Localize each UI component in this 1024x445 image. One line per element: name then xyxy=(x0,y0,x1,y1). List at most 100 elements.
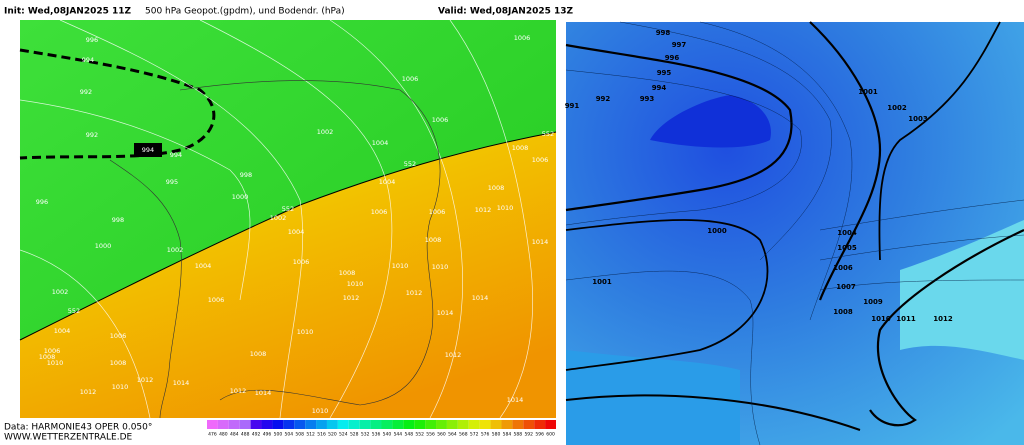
colorbar-cell xyxy=(326,420,338,429)
isobar-label: 552 xyxy=(282,205,294,213)
isobar-label: 1010 xyxy=(312,407,329,415)
isobar-label: 1012 xyxy=(230,387,247,395)
isobar-label: 1014 xyxy=(255,389,272,397)
isobar-label: 998 xyxy=(112,216,124,224)
left-labels: 996 994 992 992 994 994 995 996 998 998 1000 1000 10… xyxy=(36,34,554,415)
warm-region xyxy=(20,132,556,418)
isobar-label: 1008 xyxy=(39,353,56,361)
isobar-label: 1006 xyxy=(833,264,853,272)
colorbar-label: 572 xyxy=(470,432,479,438)
isobar-label: 1004 xyxy=(288,228,305,236)
colorbar-label: 500 xyxy=(274,432,283,438)
isobar-label: 1002 xyxy=(317,128,334,136)
colorbar: 476 480 484 488 492 496 500 504 508 512 516 520 524 5… xyxy=(207,420,556,438)
isobar-label: 1006 xyxy=(432,116,449,124)
isobar-label: 1008 xyxy=(250,350,267,358)
isobar-label: 1006 xyxy=(371,208,388,216)
colorbar-cell xyxy=(283,420,295,429)
colorbar-cell xyxy=(337,420,349,429)
colorbar-label: 548 xyxy=(404,432,413,438)
colorbar-cell xyxy=(468,420,480,429)
colorbar-label: 488 xyxy=(241,432,250,438)
isobar-label: 1002 xyxy=(52,288,69,296)
isobar-label: 1010 xyxy=(47,359,64,367)
isobar-label: 994 xyxy=(170,151,182,159)
colorbar-label: 528 xyxy=(350,432,359,438)
isobar-label: 552 xyxy=(68,307,80,315)
header-bar xyxy=(0,0,562,20)
isobar-label: 1012 xyxy=(137,376,154,384)
colorbar-label: 536 xyxy=(372,432,381,438)
colorbar-label: 516 xyxy=(317,432,326,438)
isobar-label: 993 xyxy=(640,95,655,103)
isobar-label: 552 xyxy=(542,130,554,138)
left-map xyxy=(19,19,557,419)
colorbar-cell xyxy=(512,420,524,429)
colorbar-cell xyxy=(316,420,327,429)
isobar-label: 1010 xyxy=(871,315,891,323)
colorbar-label: 596 xyxy=(535,432,544,438)
colorbar-label: 520 xyxy=(328,432,337,438)
colorbar-cell xyxy=(261,420,273,429)
isobar-label: 1006 xyxy=(532,156,549,164)
isobar-label: 1006 xyxy=(429,208,446,216)
552-contour xyxy=(19,131,557,341)
isobar-label: 1001 xyxy=(592,278,612,286)
colorbar-label: 584 xyxy=(503,432,512,438)
colorbar-label: 592 xyxy=(524,432,533,438)
isobars xyxy=(565,21,1024,431)
isobar-label: 1014 xyxy=(532,238,549,246)
colorbar-label: 496 xyxy=(263,432,272,438)
isobar-label: 1008 xyxy=(110,359,127,367)
isobar-label: 1010 xyxy=(347,280,364,288)
colorbar-cell xyxy=(381,420,393,429)
isobar-label: 992 xyxy=(596,95,611,103)
isobar-label: 1007 xyxy=(836,283,856,291)
colorbar-label: 588 xyxy=(514,432,523,438)
colorbar-cell xyxy=(479,420,491,429)
isobar-label: 991 xyxy=(565,102,580,110)
isobar-label: 998 xyxy=(656,29,671,37)
isobar-label: 1012 xyxy=(80,388,97,396)
colorbar-label: 556 xyxy=(426,432,435,438)
isobar-label: 1014 xyxy=(437,309,454,317)
colorbar-label: 560 xyxy=(437,432,446,438)
colorbar-cell xyxy=(370,420,382,429)
isobar-label: 1009 xyxy=(863,298,883,306)
isobar-label: 1014 xyxy=(507,396,524,404)
colorbar-cell xyxy=(250,420,262,429)
colorbar-cell xyxy=(457,420,469,429)
colorbar-label: 552 xyxy=(415,432,424,438)
colorbar-cell xyxy=(545,420,556,429)
colorbar-label: 564 xyxy=(448,432,457,438)
data-source: Data: HARMONIE43 OPER 0.050° xyxy=(4,423,152,433)
colorbar-cell xyxy=(228,420,240,429)
isobar-label: 1010 xyxy=(432,263,449,271)
colorbar-label: 576 xyxy=(481,432,490,438)
colorbar-cell xyxy=(359,420,371,429)
isobar-label: 1010 xyxy=(297,328,314,336)
colorbar-label: 580 xyxy=(492,432,501,438)
colorbar-cell xyxy=(523,420,535,429)
colorbar-cell xyxy=(501,420,513,429)
isobar-label: 1001 xyxy=(858,88,878,96)
isobar-label: 1010 xyxy=(497,204,514,212)
isobar-label: 1004 xyxy=(54,327,71,335)
isobar-label: 1006 xyxy=(208,296,225,304)
colorbar-cell xyxy=(207,420,218,429)
colorbar-cell xyxy=(425,420,437,429)
map-title: 500 hPa Geopot.(gpdm), und Bodendr. (hPa… xyxy=(145,7,345,17)
isobar-label: 1005 xyxy=(837,244,857,252)
isobar-label: 997 xyxy=(672,41,687,49)
colorbar-label: 540 xyxy=(383,432,392,438)
init-time: Init: Wed,08JAN2025 11Z xyxy=(4,7,132,17)
isobar-label: 1008 xyxy=(833,308,853,316)
colorbar-label: 492 xyxy=(252,432,261,438)
isobar-label: 552 xyxy=(404,160,416,168)
thin-isobars xyxy=(565,21,1024,445)
isobar-label: 1014 xyxy=(472,294,489,302)
isobar-label: 995 xyxy=(166,178,178,186)
isobar-label: 992 xyxy=(86,131,98,139)
isobar-label: 994 xyxy=(142,146,154,154)
light-region xyxy=(900,220,1024,360)
